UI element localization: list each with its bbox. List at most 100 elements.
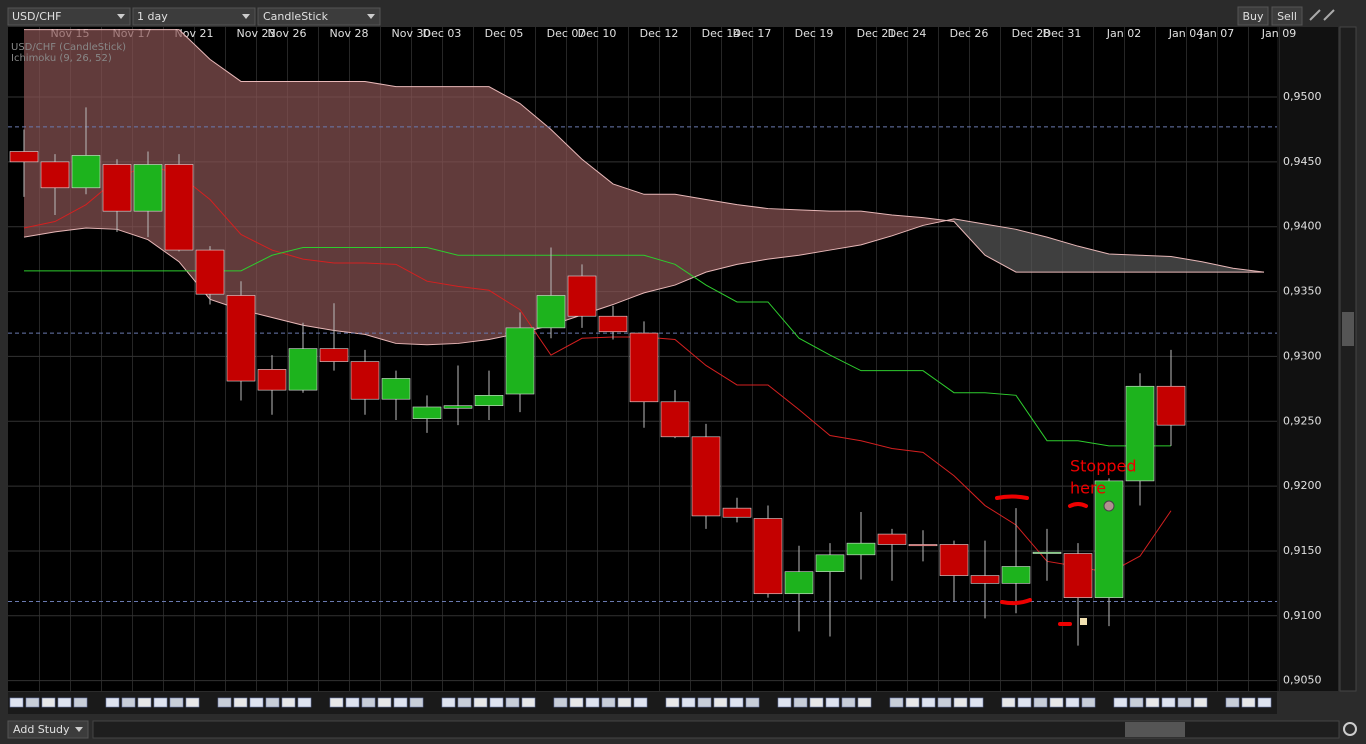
event-flag bbox=[681, 697, 696, 708]
event-flag bbox=[249, 697, 264, 708]
fill-marker bbox=[1080, 618, 1087, 625]
event-flag bbox=[1257, 697, 1272, 708]
event-flag bbox=[793, 697, 808, 708]
y-tick-label: 0,9250 bbox=[1283, 414, 1322, 427]
event-flag bbox=[1241, 697, 1256, 708]
event-flag bbox=[1113, 697, 1128, 708]
buy-button[interactable] bbox=[1237, 6, 1269, 26]
cloud-segment bbox=[644, 194, 675, 293]
event-flag bbox=[57, 697, 72, 708]
price-axis bbox=[1277, 27, 1338, 691]
cloud-segment bbox=[1016, 229, 1047, 273]
event-flag bbox=[857, 697, 872, 708]
candle-body bbox=[753, 518, 783, 595]
chart: 0,9050 0,9100 0,9150 0,9200 0,9250 0,9300 0,93… bbox=[8, 27, 1322, 708]
event-flag bbox=[457, 697, 472, 708]
event-flag bbox=[569, 697, 584, 708]
y-tick-label: 0,9200 bbox=[1283, 479, 1322, 492]
event-flag bbox=[665, 697, 680, 708]
candle-body bbox=[412, 406, 442, 419]
candle-body bbox=[226, 295, 256, 382]
x-tick-label: Dec 31 bbox=[1043, 27, 1082, 40]
stop-marker bbox=[1103, 500, 1115, 512]
event-flag bbox=[9, 697, 24, 708]
cloud-segment bbox=[861, 211, 892, 245]
candle-body bbox=[381, 378, 411, 400]
candle-body bbox=[288, 348, 318, 391]
add-study-button[interactable] bbox=[7, 720, 89, 739]
event-flag bbox=[233, 697, 248, 708]
cloud-segment bbox=[1202, 261, 1233, 273]
dropdown-arrow bbox=[117, 14, 125, 19]
candle-body bbox=[877, 533, 907, 545]
event-flag bbox=[937, 697, 952, 708]
x-tick-label: Dec 26 bbox=[950, 27, 989, 40]
candle-body bbox=[133, 164, 163, 212]
cloud-segment bbox=[737, 204, 768, 265]
event-flag bbox=[1177, 697, 1192, 708]
event-flag bbox=[281, 697, 296, 708]
cloud-segment bbox=[458, 86, 489, 344]
drawn-mark bbox=[1000, 598, 1032, 606]
event-flag bbox=[889, 697, 904, 708]
event-flag bbox=[1049, 697, 1064, 708]
span-a-line bbox=[24, 29, 1264, 273]
period-select[interactable] bbox=[132, 7, 256, 26]
cloud-segment bbox=[613, 183, 644, 305]
candle-body bbox=[970, 575, 1000, 584]
scroll-thumb[interactable] bbox=[1342, 312, 1354, 346]
event-flag bbox=[841, 697, 856, 708]
time-scrollbar[interactable] bbox=[92, 720, 1340, 739]
candle-body bbox=[1156, 385, 1186, 426]
event-flag bbox=[361, 697, 376, 708]
event-flag bbox=[489, 697, 504, 708]
cloud-segment bbox=[334, 81, 365, 335]
time-scroll-thumb[interactable] bbox=[1125, 722, 1185, 737]
candle-body bbox=[40, 161, 70, 189]
candle-body bbox=[598, 315, 628, 333]
chart-type-select[interactable] bbox=[257, 7, 381, 26]
sell-button[interactable] bbox=[1271, 6, 1303, 26]
y-tick-label: 0,9300 bbox=[1283, 349, 1322, 362]
y-tick-label: 0,9150 bbox=[1283, 544, 1322, 557]
candle-body bbox=[784, 571, 814, 595]
x-tick-label: Dec 12 bbox=[640, 27, 679, 40]
scrollbar[interactable] bbox=[1339, 26, 1357, 692]
cloud-segment bbox=[985, 224, 1016, 273]
event-flag bbox=[1129, 697, 1144, 708]
event-flag bbox=[1081, 697, 1096, 708]
sell-label: Sell bbox=[1277, 10, 1297, 23]
event-flag bbox=[697, 697, 712, 708]
buy-label: Buy bbox=[1242, 10, 1264, 23]
candle-body bbox=[257, 369, 287, 391]
x-tick-label: Dec 10 bbox=[578, 27, 617, 40]
event-flag bbox=[777, 697, 792, 708]
candle-body bbox=[319, 348, 349, 362]
candle-body bbox=[505, 327, 535, 395]
candle-body bbox=[567, 275, 597, 317]
candle-body bbox=[1125, 385, 1155, 482]
event-flag bbox=[1065, 697, 1080, 708]
tool-icons[interactable] bbox=[1309, 9, 1335, 21]
dropdown-arrow bbox=[367, 14, 375, 19]
event-flag bbox=[505, 697, 520, 708]
cloud-segment bbox=[303, 81, 334, 331]
candle-body bbox=[71, 155, 101, 189]
event-flag bbox=[633, 697, 648, 708]
candle-body bbox=[1032, 551, 1062, 554]
event-flag bbox=[1001, 697, 1016, 708]
event-flag bbox=[137, 697, 152, 708]
refresh-icon[interactable] bbox=[1343, 722, 1357, 736]
symbol-input[interactable] bbox=[7, 7, 131, 26]
x-tick-label: Dec 28 bbox=[1012, 27, 1051, 40]
y-tick-label: 0,9400 bbox=[1283, 220, 1322, 233]
event-flag bbox=[297, 697, 312, 708]
drawn-mark bbox=[1068, 502, 1088, 508]
event-flag bbox=[809, 697, 824, 708]
candle-body bbox=[9, 151, 39, 163]
x-tick-label: Dec 05 bbox=[485, 27, 524, 40]
cloud-segment bbox=[241, 81, 272, 318]
event-flag bbox=[729, 697, 744, 708]
event-flag bbox=[169, 697, 184, 708]
